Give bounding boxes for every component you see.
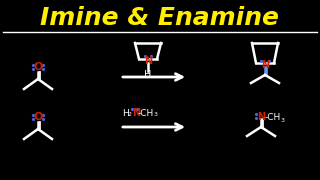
Text: H: H	[144, 70, 152, 80]
Text: O: O	[33, 62, 43, 72]
Text: N: N	[144, 56, 152, 66]
Text: 2: 2	[128, 112, 132, 118]
Text: 3: 3	[281, 118, 285, 123]
Text: Imine & Enamine: Imine & Enamine	[41, 6, 279, 30]
Text: O: O	[33, 112, 43, 122]
Text: -CH: -CH	[265, 112, 281, 122]
Text: N: N	[132, 108, 140, 118]
Text: N: N	[261, 60, 269, 70]
Text: N: N	[257, 112, 265, 122]
Text: -CH: -CH	[138, 109, 154, 118]
Text: H: H	[122, 109, 129, 118]
Text: 3: 3	[154, 112, 158, 118]
